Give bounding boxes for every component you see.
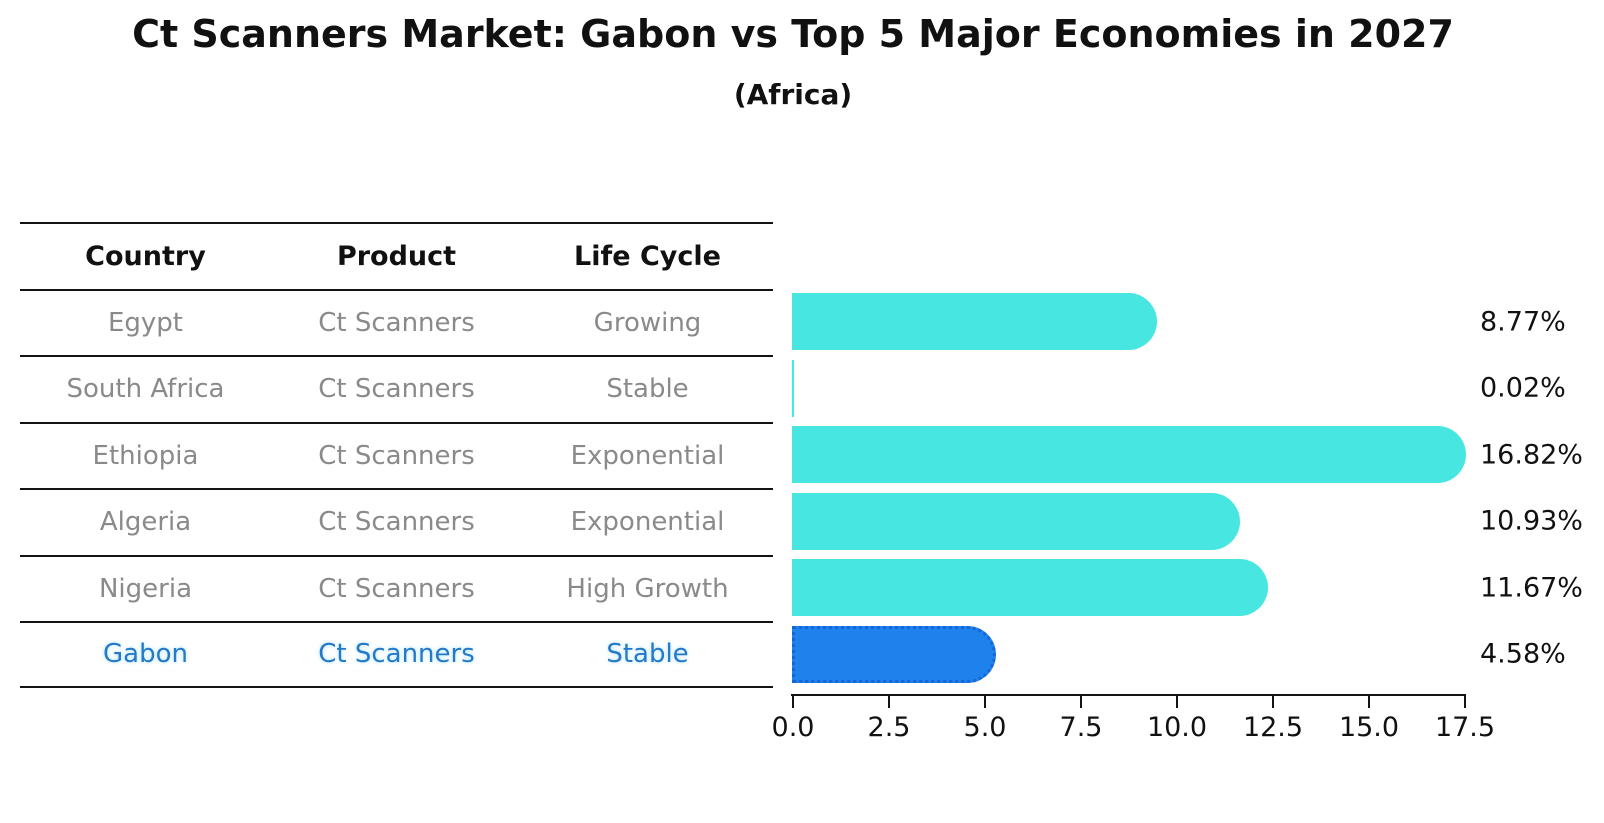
- x-axis-tick: [1272, 694, 1274, 708]
- cell-country: Ethiopia: [92, 440, 199, 471]
- x-axis-tick: [1080, 694, 1082, 708]
- table-row-south-africa: South Africa Ct Scanners Stable: [20, 355, 773, 422]
- chart-title: Ct Scanners Market: Gabon vs Top 5 Major…: [132, 12, 1454, 56]
- x-axis-tick-label: 5.0: [963, 712, 1007, 743]
- bar-egypt: [792, 293, 1157, 350]
- bar-south-africa: [792, 359, 794, 417]
- bar-nigeria: [792, 559, 1269, 616]
- cell-country: Gabon: [103, 639, 188, 670]
- cell-product: Ct Scanners: [318, 639, 475, 670]
- x-axis-tick: [792, 694, 794, 708]
- table-row-nigeria: Nigeria Ct Scanners High Growth: [20, 554, 773, 622]
- chart-subtitle: (Africa): [733, 78, 853, 111]
- column-header-country: Country: [85, 240, 206, 272]
- bar-ethiopia: [792, 426, 1466, 483]
- table-row-egypt: Egypt Ct Scanners Growing: [20, 288, 773, 356]
- cell-country: Egypt: [107, 307, 184, 338]
- value-label-nigeria: 11.67%: [1480, 572, 1583, 603]
- cell-product: Ct Scanners: [318, 440, 475, 471]
- x-axis-tick-label: 10.0: [1146, 712, 1208, 743]
- cell-lifecycle: Stable: [606, 374, 689, 405]
- table-row-ethiopia: Ethiopia Ct Scanners Exponential: [20, 421, 773, 489]
- bar-gabon: [792, 625, 996, 683]
- cell-country: South Africa: [66, 374, 225, 405]
- cell-lifecycle: Exponential: [570, 507, 725, 538]
- x-axis-tick: [1368, 694, 1370, 708]
- cell-lifecycle: Stable: [606, 639, 689, 670]
- table-header-row: Country Product Life Cycle: [20, 222, 773, 289]
- value-label-algeria: 10.93%: [1480, 505, 1583, 537]
- x-axis-tick-label: 12.5: [1242, 712, 1304, 743]
- cell-product: Ct Scanners: [318, 573, 475, 604]
- x-axis-tick-label: 17.5: [1434, 712, 1496, 743]
- x-axis-tick: [1176, 694, 1178, 708]
- cell-lifecycle: Exponential: [570, 440, 725, 471]
- x-axis-tick: [1464, 694, 1466, 708]
- cell-product: Ct Scanners: [318, 374, 475, 405]
- table-row-gabon: Gabon Ct Scanners Stable: [20, 621, 773, 688]
- column-header-lifecycle: Life Cycle: [574, 240, 721, 272]
- value-label-egypt: 8.77%: [1480, 306, 1566, 337]
- table-row-algeria: Algeria Ct Scanners Exponential: [20, 488, 773, 555]
- value-label-ethiopia: 16.82%: [1480, 439, 1583, 470]
- cell-country: Nigeria: [98, 573, 193, 604]
- value-label-gabon: 4.58%: [1480, 638, 1566, 670]
- bar-algeria: [792, 492, 1240, 550]
- value-label-south-africa: 0.02%: [1480, 372, 1566, 404]
- cell-product: Ct Scanners: [318, 307, 475, 338]
- x-axis-tick: [984, 694, 986, 708]
- cell-lifecycle: Growing: [593, 307, 702, 338]
- column-header-product: Product: [336, 240, 457, 272]
- x-axis-tick-label: 15.0: [1338, 712, 1400, 743]
- cell-country: Algeria: [99, 507, 192, 538]
- x-axis-tick-label: 0.0: [771, 712, 815, 743]
- x-axis-tick-label: 7.5: [1059, 712, 1103, 743]
- x-axis-tick: [888, 694, 890, 708]
- comparison-table: Country Product Life Cycle Egypt Ct Scan…: [20, 222, 773, 688]
- x-axis-line: [791, 694, 1466, 696]
- x-axis-tick-label: 2.5: [867, 712, 911, 743]
- cell-product: Ct Scanners: [318, 507, 475, 538]
- cell-lifecycle: High Growth: [566, 573, 729, 604]
